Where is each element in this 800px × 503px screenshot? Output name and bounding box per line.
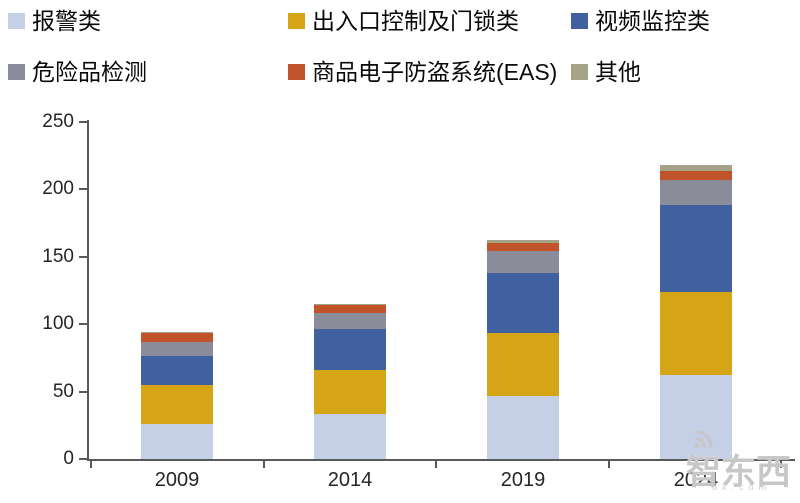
x-axis-tick <box>780 461 782 468</box>
bar-segment <box>660 164 732 172</box>
legend-swatch <box>8 64 25 80</box>
bar-segment <box>660 179 732 206</box>
watermark-brand: 智东西 <box>686 453 792 492</box>
y-axis-tick <box>79 390 87 393</box>
bar-segment <box>314 313 386 330</box>
legend-item-label: 其他 <box>595 59 641 85</box>
y-axis-tick <box>79 323 87 325</box>
y-axis-tick <box>79 120 87 123</box>
legend-item-label: 报警类 <box>32 8 101 34</box>
legend-item-label: 危险品检测 <box>32 59 147 85</box>
x-axis-tick <box>90 461 92 468</box>
x-axis-tick <box>262 461 265 468</box>
bar-segment <box>141 333 213 342</box>
bar-segment <box>314 369 386 415</box>
x-axis-category-label: 2024 <box>673 469 719 491</box>
legend-item: 危险品检测 <box>8 60 147 84</box>
bar-segment <box>487 333 559 396</box>
y-axis-tick <box>79 458 87 460</box>
legend-item: 其他 <box>571 60 641 84</box>
bar-segment <box>141 356 213 385</box>
legend-item-label: 出入口控制及门锁类 <box>312 8 519 34</box>
bar-segment <box>487 272 559 334</box>
bar-segment <box>487 243 559 252</box>
bar-segment <box>660 171 732 180</box>
legend-item-label: 视频监控类 <box>595 8 710 34</box>
legend-swatch <box>288 64 305 80</box>
bar-segment <box>314 303 386 306</box>
bar-segment <box>660 205 732 292</box>
legend-item: 商品电子防盗系统(EAS) <box>288 60 557 84</box>
x-axis-category-label: 2019 <box>500 469 546 491</box>
y-axis-tick-label: 250 <box>42 110 74 132</box>
bar-segment <box>487 251 559 273</box>
bar-segment <box>141 341 213 357</box>
legend-item: 视频监控类 <box>571 9 710 33</box>
bar-segment <box>314 329 386 370</box>
x-axis-category-label: 2014 <box>327 469 373 491</box>
bar-segment <box>314 305 386 314</box>
bar-segment <box>141 332 213 334</box>
y-axis-tick <box>79 188 87 190</box>
bar-segment <box>660 291 732 376</box>
watermark: 智东西 dx.com <box>682 424 800 499</box>
bar-segment <box>314 414 386 459</box>
y-axis-tick-label: 100 <box>42 313 74 334</box>
y-axis-tick <box>79 255 87 258</box>
legend-swatch <box>8 13 25 29</box>
y-axis-tick-label: 0 <box>63 448 74 469</box>
x-axis-tick <box>435 461 437 468</box>
y-axis-tick-label: 50 <box>52 380 74 402</box>
legend-item: 出入口控制及门锁类 <box>288 9 519 33</box>
y-axis-line <box>87 120 89 461</box>
bar-segment <box>141 423 213 459</box>
x-axis-category-label: 2009 <box>154 469 200 491</box>
x-axis-line <box>87 459 795 461</box>
legend-swatch <box>571 13 588 29</box>
legend-swatch <box>571 64 588 80</box>
bar-segment <box>487 240 559 243</box>
x-axis-tick <box>607 461 610 468</box>
legend-item: 报警类 <box>8 9 101 33</box>
bar-segment <box>487 395 559 459</box>
wifi-icon <box>694 430 713 449</box>
bar-segment <box>141 384 213 424</box>
y-axis-tick-label: 200 <box>42 178 74 199</box>
watermark-domain: dx.com <box>712 482 772 492</box>
legend-item-label: 商品电子防盗系统(EAS) <box>312 59 558 85</box>
y-axis-tick-label: 150 <box>42 245 74 267</box>
legend-swatch <box>288 13 305 29</box>
